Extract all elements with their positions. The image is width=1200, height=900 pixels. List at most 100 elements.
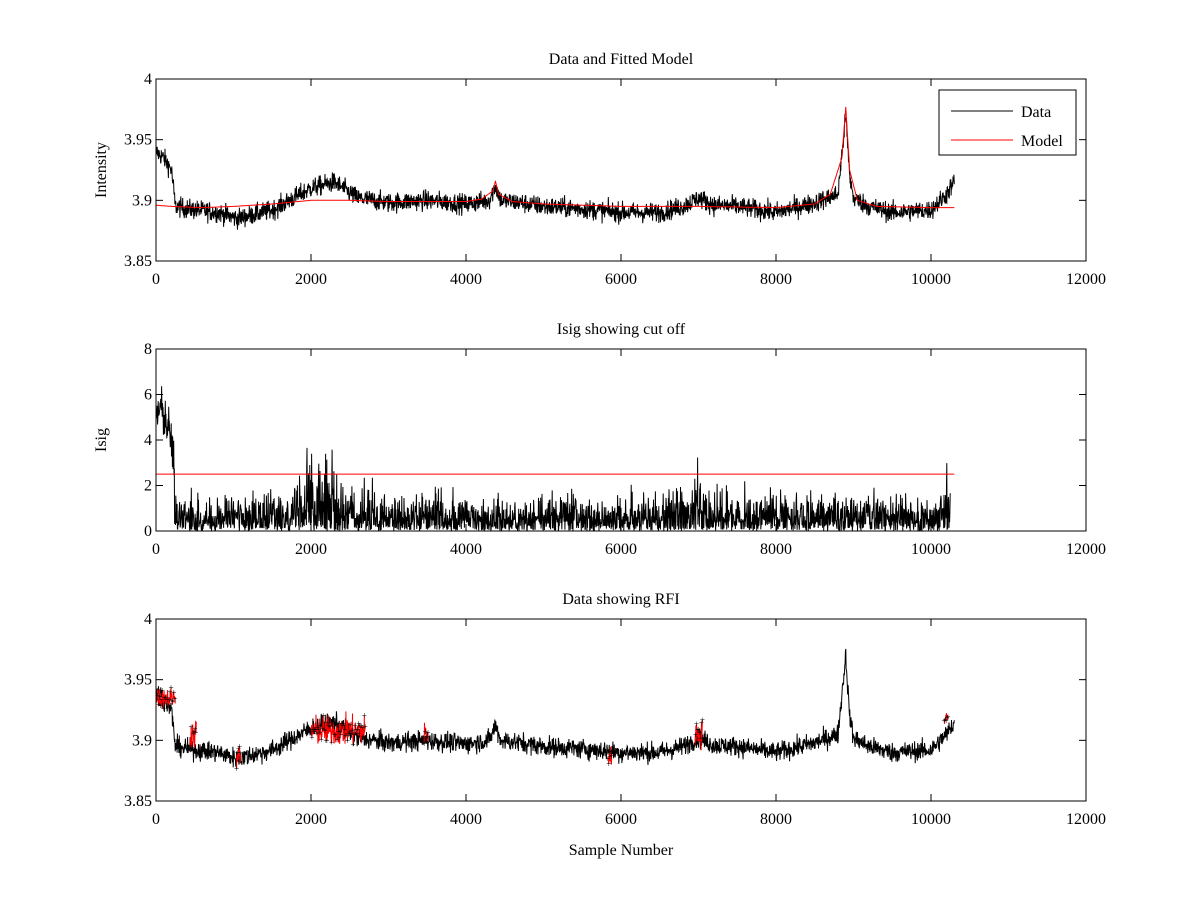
y-tick-label: 8 [144, 341, 152, 358]
rfi-point: + [193, 728, 198, 738]
chart-panel-1: Data and Fitted Model 0 2000 4000 6000 8000 10… [93, 51, 1106, 288]
x-tick-label: 0 [152, 541, 160, 558]
y-tick-label: 4 [144, 432, 152, 449]
x-tick-label: 6000 [605, 541, 637, 558]
rfi-point: + [362, 711, 367, 721]
rfi-point: + [335, 735, 340, 745]
rfi-point: + [344, 731, 349, 741]
rfi-point: + [343, 731, 348, 741]
rfi-point: + [166, 701, 171, 711]
y-tick-label: 4 [144, 611, 152, 628]
rfi-point: + [168, 687, 173, 697]
plot-area [156, 106, 955, 230]
rfi-point: + [342, 725, 347, 735]
rfi-point: + [339, 719, 344, 729]
rfi-point: + [351, 729, 356, 739]
rfi-point: + [608, 747, 613, 757]
rfi-point: + [171, 687, 176, 697]
rfi-point: + [350, 726, 355, 736]
rfi-point: + [317, 727, 322, 737]
rfi-point: + [328, 716, 333, 726]
rfi-point: + [168, 683, 173, 693]
rfi-point: + [348, 720, 353, 730]
rfi-point: + [425, 732, 430, 742]
rfi-point: + [190, 729, 195, 739]
rfi-point: + [326, 721, 331, 731]
rfi-point: + [153, 689, 158, 699]
rfi-point: + [329, 737, 334, 747]
rfi-point: + [700, 715, 705, 725]
rfi-point: + [692, 741, 697, 751]
rfi-region-5 [423, 722, 429, 745]
rfi-point: + [605, 754, 610, 764]
legend-box [938, 89, 1077, 156]
rfi-point: + [165, 695, 170, 705]
rfi-point: + [337, 733, 342, 743]
rfi-point: + [167, 695, 172, 705]
rfi-point: + [347, 727, 352, 737]
rfi-point: + [943, 714, 948, 724]
x-tick-label: 10000 [911, 271, 951, 288]
y-axis-label: Isig [93, 428, 110, 452]
rfi-point: + [697, 728, 702, 738]
y-tick-label: 3.9 [132, 192, 152, 209]
rfi-point: + [693, 730, 698, 740]
y-tick-label: 2 [144, 478, 152, 495]
rfi-point: + [360, 723, 365, 733]
x-tick-label: 2000 [295, 811, 327, 828]
y-tick-label: 3.85 [124, 253, 152, 270]
y-tick-label: 4 [144, 71, 152, 88]
x-axis-label: Sample Number [569, 842, 674, 859]
x-tick-label: 2000 [295, 271, 327, 288]
rfi-point: + [698, 734, 703, 744]
rfi-point: + [164, 693, 169, 703]
rfi-point: + [160, 686, 165, 696]
rfi-region-1 [156, 687, 176, 710]
rfi-point: + [325, 718, 330, 728]
legend-label-model: Model [1021, 133, 1063, 150]
rfi-point: + [336, 727, 341, 737]
x-tick-label: 4000 [450, 271, 482, 288]
chart-title: Isig showing cut off [557, 321, 686, 338]
rfi-point: + [337, 727, 342, 737]
y-tick-label: 6 [144, 387, 152, 404]
chart-title: Data showing RFI [562, 591, 679, 608]
rfi-markers: ++++++++++++++++++++++++++++++++++++++++… [153, 683, 951, 774]
rfi-region-7 [694, 719, 703, 751]
x-tick-label: 8000 [760, 811, 792, 828]
rfi-point: + [358, 721, 363, 731]
y-tick-label: 3.9 [132, 732, 152, 749]
plot-area [156, 386, 955, 531]
rfi-point: + [944, 716, 949, 726]
rfi-point: + [172, 694, 177, 704]
rfi-point: + [313, 725, 318, 735]
rfi-point: + [322, 724, 327, 734]
legend-label-data: Data [1021, 104, 1051, 121]
rfi-point: + [188, 741, 193, 751]
rfi-point: + [341, 719, 346, 729]
rfi-point: + [322, 726, 327, 736]
x-tick-label: 6000 [605, 271, 637, 288]
rfi-point: + [323, 736, 328, 746]
rfi-point: + [352, 721, 357, 731]
x-tick-label: 2000 [295, 541, 327, 558]
rfi-point: + [156, 700, 161, 710]
x-tick-label: 8000 [760, 271, 792, 288]
rfi-point: + [320, 723, 325, 733]
rfi-point: + [155, 691, 160, 701]
rfi-point: + [327, 722, 332, 732]
x-tick-label: 12000 [1066, 541, 1106, 558]
rfi-point: + [234, 764, 239, 774]
rfi-point: + [334, 720, 339, 730]
rfi-point: + [609, 751, 614, 761]
rfi-point: + [324, 736, 329, 746]
rfi-point: + [314, 729, 319, 739]
rfi-point: + [311, 727, 316, 737]
rfi-point: + [695, 725, 700, 735]
rfi-point: + [946, 712, 951, 722]
rfi-point: + [316, 725, 321, 735]
rfi-point: + [163, 693, 168, 703]
rfi-point: + [310, 725, 315, 735]
y-tick-label: 3.95 [124, 672, 152, 689]
rfi-point: + [349, 729, 354, 739]
